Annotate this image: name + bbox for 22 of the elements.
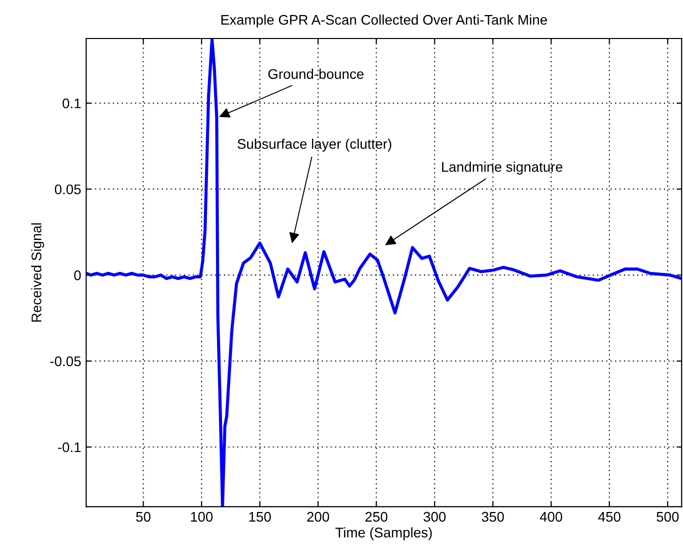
x-tick-label: 50 xyxy=(136,512,150,522)
annotation: Ground-bounce xyxy=(268,68,364,79)
line-series xyxy=(86,38,682,507)
x-tick-label: 100 xyxy=(191,512,213,522)
x-tick-label: 450 xyxy=(598,512,620,522)
x-tick-label: 150 xyxy=(249,512,271,522)
annotation: Subsurface layer (clutter) xyxy=(238,138,392,152)
annotation: Landmine signature xyxy=(442,162,562,175)
x-tick-label: 350 xyxy=(482,512,504,522)
y-tick-label: 0.1 xyxy=(62,98,81,108)
y-tick-label: 0.05 xyxy=(54,184,81,194)
y-tick-label: 0 xyxy=(74,270,81,280)
x-tick-label: 300 xyxy=(424,512,446,522)
y-tick-label: -0.05 xyxy=(50,356,81,366)
x-axis-title: Time (Samples) xyxy=(335,527,432,540)
y-tick-label: -0.1 xyxy=(58,442,81,452)
x-tick-label: 200 xyxy=(307,512,330,522)
chart-title: Example GPR A-Scan Collected Over Anti-Tank Mine xyxy=(221,14,547,28)
y-axis-title: Received Signal xyxy=(31,223,44,322)
x-tick-label: 500 xyxy=(656,512,679,522)
x-tick-label: 250 xyxy=(365,512,388,522)
x-tick-label: 400 xyxy=(540,512,562,522)
